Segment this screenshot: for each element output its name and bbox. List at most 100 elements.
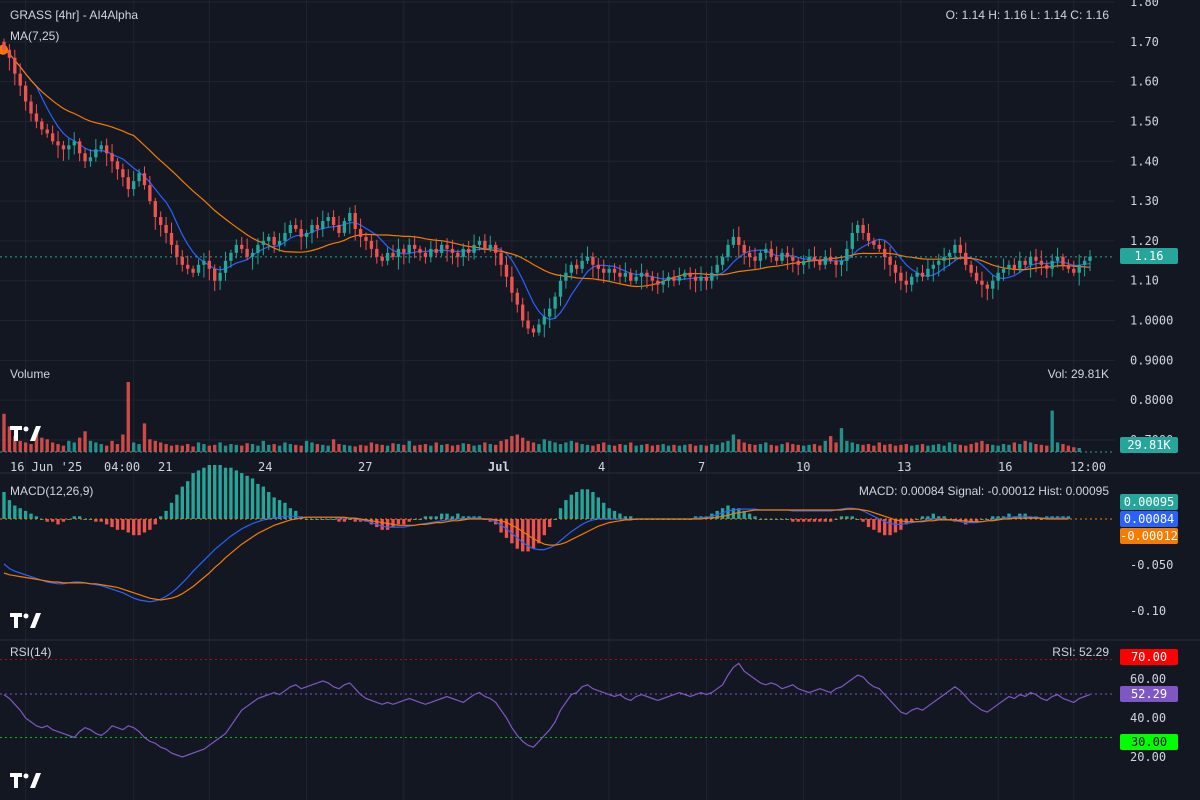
candle-body	[818, 260, 822, 265]
candle-body	[991, 280, 995, 289]
candle-body	[202, 260, 206, 265]
candle-body	[126, 177, 130, 190]
candle-body	[142, 173, 147, 186]
candle-body	[801, 260, 806, 265]
volume-bar	[634, 445, 638, 452]
candle-body	[553, 296, 557, 309]
candle-body	[639, 272, 644, 277]
candle-body	[612, 268, 617, 273]
candle-body	[439, 244, 444, 253]
candle-body	[412, 244, 417, 249]
volume-bar	[423, 444, 428, 452]
candle-body	[407, 244, 411, 253]
candle-body	[445, 244, 449, 249]
candle-body	[569, 264, 573, 273]
volume-bar	[834, 442, 838, 452]
macd-hist-bar	[375, 519, 379, 528]
volume-bar	[1077, 448, 1081, 452]
macd-hist-bar	[115, 519, 120, 530]
candle-body	[904, 280, 908, 285]
volume-bar	[250, 444, 255, 452]
macd-hist-bar	[202, 467, 206, 519]
volume-bar	[564, 442, 568, 452]
candle-body	[348, 213, 352, 221]
candle-body	[321, 221, 325, 229]
volume-label: Volume	[10, 367, 51, 381]
candle-body	[693, 276, 698, 281]
candle-body	[618, 272, 622, 277]
candle-body	[585, 256, 590, 261]
volume-bar	[931, 444, 935, 452]
candle-body	[866, 232, 871, 241]
candle-body	[1039, 260, 1044, 265]
volume-bar	[580, 444, 584, 452]
candle-body	[283, 232, 287, 241]
volume-bar	[953, 444, 957, 452]
candle-body	[364, 236, 368, 241]
moving-average-lines	[0, 44, 1115, 321]
volume-bar	[737, 439, 741, 452]
volume-bar	[169, 445, 174, 452]
volume-bar	[50, 442, 55, 452]
candle-body	[780, 252, 784, 261]
volume-bar	[591, 445, 595, 452]
macd-hist-bar	[720, 508, 725, 519]
volume-bar	[175, 444, 179, 452]
candle-body	[839, 260, 844, 265]
candle-body	[845, 248, 849, 261]
candle-body	[521, 304, 525, 321]
macd-hist-bar	[13, 505, 17, 519]
macd-hist-bar	[791, 519, 795, 522]
tradingview-logo-icon	[10, 426, 41, 441]
candle-body	[186, 264, 190, 269]
volume-bar	[148, 439, 152, 452]
macd-hist-bar	[883, 519, 887, 536]
candle-body	[396, 248, 401, 257]
candle-body	[774, 256, 779, 261]
volume-bar	[418, 444, 422, 452]
candle-body	[218, 272, 222, 281]
volume-bar	[747, 444, 752, 452]
volume-bar	[277, 445, 282, 452]
volume-bar	[607, 444, 611, 452]
candle-body	[1023, 260, 1027, 265]
candle-body	[7, 49, 12, 58]
candle-body	[953, 244, 957, 253]
macd-hist-bar	[1007, 513, 1011, 519]
candle-body	[650, 276, 655, 281]
volume-bar	[904, 444, 908, 452]
candle-body	[429, 248, 433, 257]
candle-body	[812, 256, 817, 261]
candle-body	[299, 228, 303, 237]
candle-body	[931, 264, 935, 269]
volume-bar	[380, 444, 384, 452]
volume-bar	[23, 442, 28, 452]
macd-hist-bar	[326, 519, 330, 520]
volume-bar	[515, 434, 519, 452]
date-tick-label: 7	[698, 460, 705, 474]
volume-bar	[629, 442, 633, 452]
volume-bar	[353, 446, 357, 452]
volume-bar	[121, 434, 125, 452]
macd-hist-bar	[585, 489, 590, 519]
price-tick-label: 1.20	[1130, 234, 1159, 248]
volume-bar	[888, 444, 892, 452]
volume-bar	[726, 440, 730, 452]
volume-bar	[396, 444, 401, 452]
tradingview-logo-icon	[10, 773, 41, 788]
macd-hist-bar	[412, 519, 417, 520]
date-tick-label: 16 Jun '25	[10, 460, 82, 474]
volume-bar	[991, 444, 995, 452]
macd-hist-bar	[61, 519, 66, 522]
volume-bar	[299, 445, 303, 452]
macd-hist-bar	[213, 465, 217, 519]
volume-bar	[774, 445, 779, 452]
macd-hist-bar	[137, 519, 141, 536]
volume-bar	[645, 444, 649, 452]
volume-bar	[45, 439, 49, 452]
macd-hist-bar	[429, 516, 433, 519]
candle-body	[710, 272, 714, 281]
macd-hist-bar	[607, 508, 611, 519]
candle-body	[753, 256, 757, 261]
volume-bar	[164, 444, 168, 452]
